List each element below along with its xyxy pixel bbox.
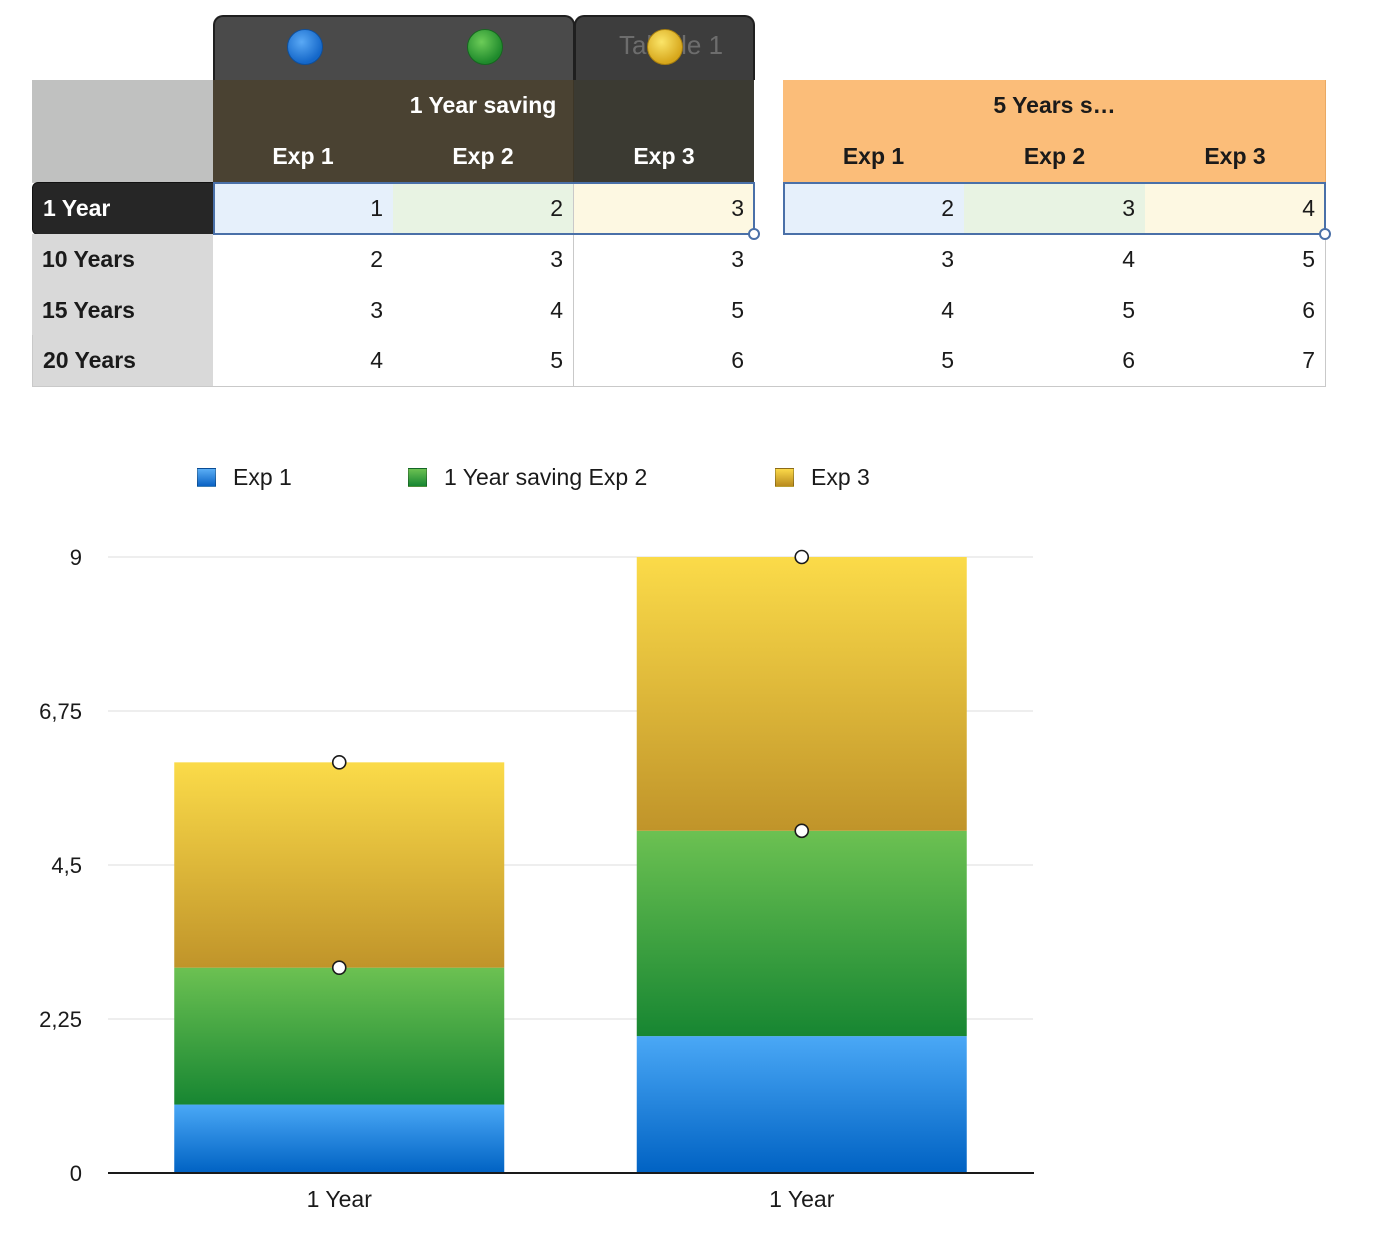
group1-header-cell[interactable] [213,80,394,132]
column-header-exp2[interactable]: Exp 2 [393,131,574,183]
table-cell[interactable]: 3 [783,234,965,286]
table-cell[interactable]: 5 [574,285,755,336]
selection-resize-handle[interactable] [1319,228,1331,240]
table-cell[interactable]: 1 [213,182,394,235]
row-header-20-years[interactable]: 20 Years [32,335,214,387]
legend-label: Exp 1 [233,464,292,490]
table-cell[interactable]: 7 [1145,335,1326,387]
legend-label: Exp 3 [811,464,870,490]
table-cell[interactable]: 4 [783,285,965,336]
table-cell[interactable]: 4 [213,335,394,387]
row-header-1-year[interactable]: 1 Year [32,182,214,235]
series-color-yellow-icon[interactable] [647,29,683,65]
table-cell[interactable]: 3 [213,285,394,336]
row-header-10-years[interactable]: 10 Years [32,234,214,286]
legend-swatch-yellow-icon [775,468,794,487]
legend-item-exp3[interactable]: Exp 3 [775,464,870,491]
x-tick-label: 1 Year [307,1186,373,1212]
series-color-blue-icon[interactable] [287,29,323,65]
y-tick-label: 4,5 [51,853,82,878]
legend-label: 1 Year saving Exp 2 [444,464,648,490]
column-header-exp2[interactable]: Exp 2 [964,131,1146,183]
legend-swatch-green-icon [408,468,427,487]
series-tab-group1 [213,15,575,81]
bar-segment-series-2[interactable] [174,967,505,1105]
corner-cell [32,80,214,132]
y-tick-label: 2,25 [39,1007,82,1032]
table-cell[interactable]: 4 [964,234,1146,286]
bar-segment-series-3[interactable] [174,762,505,968]
column-header-exp1[interactable]: Exp 1 [783,131,965,183]
column-header-exp1[interactable]: Exp 1 [213,131,394,183]
legend-swatch-blue-icon [197,468,216,487]
bar-edit-handle[interactable] [794,823,810,839]
spacer-cell [754,285,784,336]
row-header-15-years[interactable]: 15 Years [32,285,214,336]
table-cell[interactable]: 6 [574,335,755,387]
bar-segment-series-1[interactable] [636,1036,967,1173]
bar-edit-handle[interactable] [331,960,347,975]
table-cell[interactable]: 4 [393,285,574,336]
x-tick-label: 1 Year [769,1186,835,1212]
spacer-cell [754,182,784,235]
selection-resize-handle[interactable] [748,228,760,240]
table-cell[interactable]: 6 [1145,285,1326,336]
table-cell[interactable]: 5 [393,335,574,387]
spacer-cell [754,131,784,183]
table-cell[interactable]: 2 [213,234,394,286]
legend-item-exp1[interactable]: Exp 1 [197,464,292,491]
table-cell[interactable]: 2 [393,182,574,235]
bar-segment-series-2[interactable] [636,830,967,1037]
group1-header-cell[interactable] [574,80,755,132]
table-cell[interactable]: 3 [393,234,574,286]
y-tick-label: 6,75 [39,699,82,724]
column-header-exp3[interactable]: Exp 3 [1145,131,1326,183]
y-tick-label: 0 [70,1161,82,1186]
y-tick-label: 9 [70,545,82,570]
group2-header-cell[interactable] [783,80,965,132]
legend-item-exp2[interactable]: 1 Year saving Exp 2 [408,464,647,491]
column-header-exp3[interactable]: Exp 3 [574,131,755,183]
table-cell[interactable]: 2 [783,182,965,235]
series-color-green-icon[interactable] [467,29,503,65]
spacer-cell [754,335,784,387]
table-cell[interactable]: 3 [964,182,1146,235]
spacer-cell [754,234,784,286]
bar-edit-handle[interactable] [331,755,347,770]
spacer-cell [754,80,784,132]
table-cell[interactable]: 5 [964,285,1146,336]
table-cell[interactable]: 6 [964,335,1146,387]
group1-title[interactable]: 1 Year saving [393,80,574,132]
bar-segment-series-3[interactable] [636,557,967,831]
table-cell[interactable]: 5 [1145,234,1326,286]
table-cell[interactable]: 3 [574,182,755,235]
table-cell[interactable]: 4 [1145,182,1326,235]
group2-title[interactable]: 5 Years s… [964,80,1146,132]
corner-cell [32,131,214,183]
table-cell[interactable]: 3 [574,234,755,286]
bar-segment-series-1[interactable] [174,1104,505,1173]
bar-edit-handle[interactable] [794,549,810,565]
group2-header-cell[interactable] [1145,80,1326,132]
table-cell[interactable]: 5 [783,335,965,387]
